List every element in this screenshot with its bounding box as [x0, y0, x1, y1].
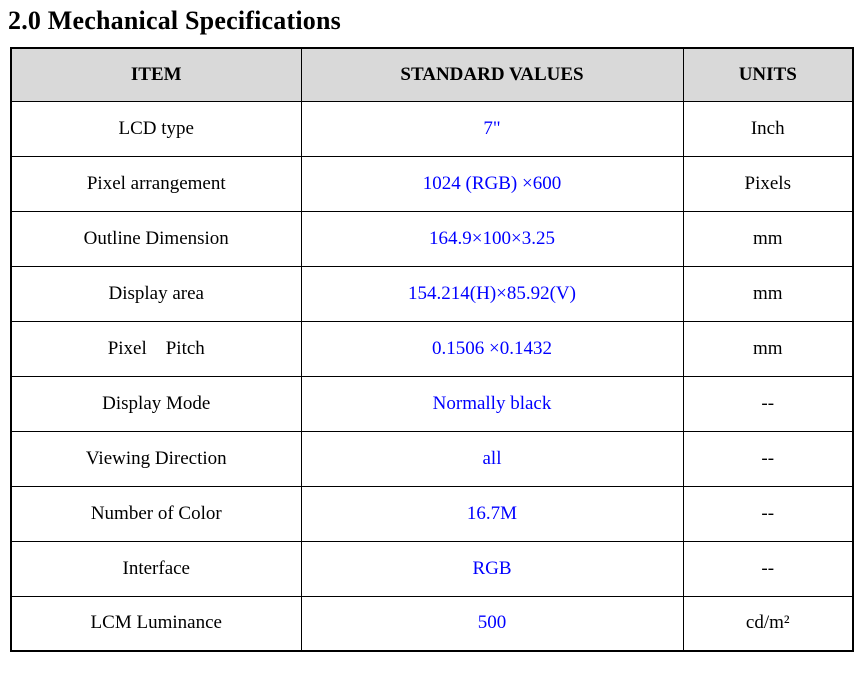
column-header-item: ITEM: [10, 47, 302, 102]
table-row: Pixel arrangement 1024 (RGB) ×600 Pixels: [10, 155, 854, 212]
item-cell: Viewing Direction: [10, 430, 302, 487]
table-header-row: ITEM STANDARD VALUES UNITS: [10, 47, 854, 102]
units-cell: cd/m²: [682, 595, 854, 652]
units-cell: mm: [682, 265, 854, 322]
item-cell: Display Mode: [10, 375, 302, 432]
units-cell: --: [682, 430, 854, 487]
units-cell: mm: [682, 210, 854, 267]
table-row: LCM Luminance 500 cd/m²: [10, 595, 854, 652]
page-title: 2.0 Mechanical Specifications: [8, 6, 341, 35]
table-row: Display Mode Normally black --: [10, 375, 854, 432]
table-row: Interface RGB --: [10, 540, 854, 597]
units-cell: mm: [682, 320, 854, 377]
value-cell: 7": [300, 100, 684, 157]
value-cell: 154.214(H)×85.92(V): [300, 265, 684, 322]
units-cell: --: [682, 485, 854, 542]
value-cell: all: [300, 430, 684, 487]
item-cell: Number of Color: [10, 485, 302, 542]
units-cell: Inch: [682, 100, 854, 157]
units-cell: --: [682, 375, 854, 432]
value-cell: 16.7M: [300, 485, 684, 542]
column-header-units: UNITS: [682, 47, 854, 102]
table-row: Outline Dimension 164.9×100×3.25 mm: [10, 210, 854, 267]
item-cell: Outline Dimension: [10, 210, 302, 267]
value-cell: 0.1506 ×0.1432: [300, 320, 684, 377]
item-cell: Display area: [10, 265, 302, 322]
table-row: Pixel Pitch 0.1506 ×0.1432 mm: [10, 320, 854, 377]
item-cell: Pixel Pitch: [10, 320, 302, 377]
value-cell: RGB: [300, 540, 684, 597]
units-cell: Pixels: [682, 155, 854, 212]
column-header-value: STANDARD VALUES: [300, 47, 684, 102]
value-cell: 1024 (RGB) ×600: [300, 155, 684, 212]
table-row: Number of Color 16.7M --: [10, 485, 854, 542]
units-cell: --: [682, 540, 854, 597]
item-cell: LCD type: [10, 100, 302, 157]
table-row: LCD type 7" Inch: [10, 100, 854, 157]
mechanical-specs-table: ITEM STANDARD VALUES UNITS LCD type 7" I…: [10, 47, 854, 652]
table-row: Display area 154.214(H)×85.92(V) mm: [10, 265, 854, 322]
table-row: Viewing Direction all --: [10, 430, 854, 487]
item-cell: Interface: [10, 540, 302, 597]
item-cell: Pixel arrangement: [10, 155, 302, 212]
value-cell: 164.9×100×3.25: [300, 210, 684, 267]
item-cell: LCM Luminance: [10, 595, 302, 652]
value-cell: Normally black: [300, 375, 684, 432]
value-cell: 500: [300, 595, 684, 652]
